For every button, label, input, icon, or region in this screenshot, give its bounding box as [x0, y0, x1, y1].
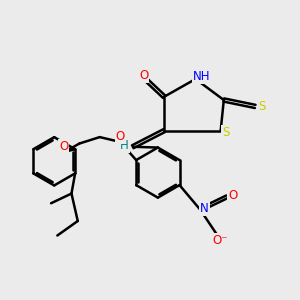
Text: H: H — [120, 139, 129, 152]
Text: S: S — [222, 126, 230, 139]
Text: O: O — [139, 69, 148, 82]
Text: O⁻: O⁻ — [213, 234, 228, 247]
Text: NH: NH — [193, 70, 210, 83]
Text: S: S — [258, 100, 266, 113]
Text: O: O — [59, 140, 68, 153]
Text: N: N — [200, 202, 209, 215]
Text: O: O — [228, 189, 238, 202]
Text: O: O — [116, 130, 125, 143]
